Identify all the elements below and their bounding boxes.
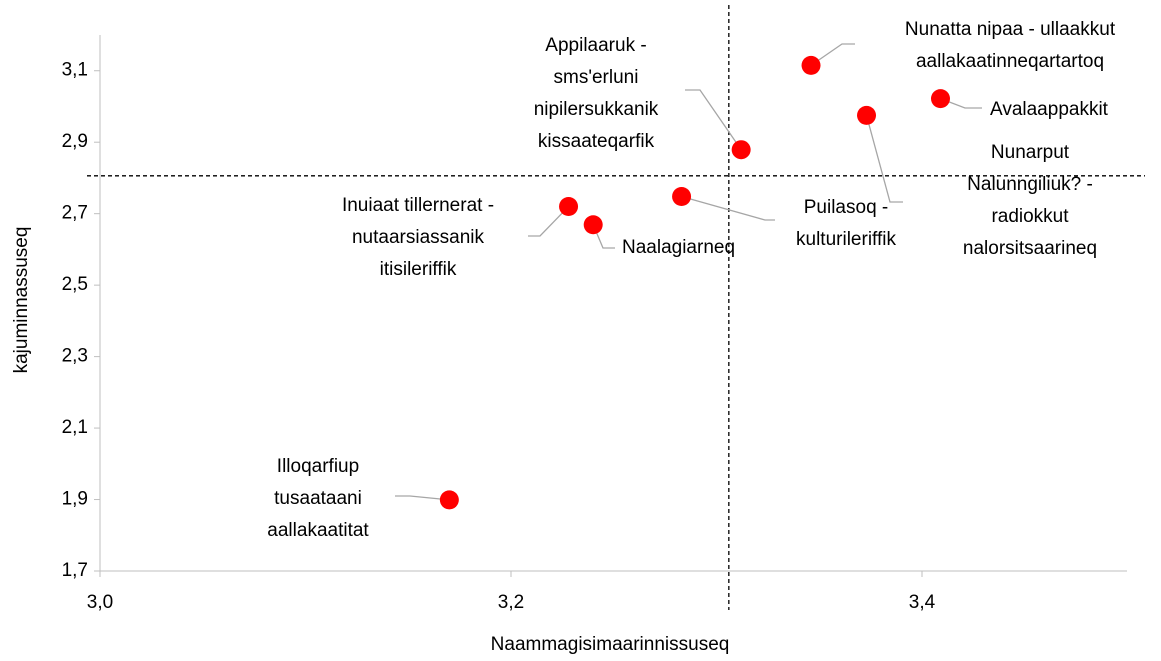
point xyxy=(559,197,579,217)
point xyxy=(857,105,877,125)
point-label: sms'erluni xyxy=(554,67,639,88)
point-label: Puilasoq - xyxy=(804,197,889,218)
point-label: kissaateqarfik xyxy=(538,131,655,152)
point-label: aallakaatitat xyxy=(267,520,369,541)
point-label: radiokkut xyxy=(991,206,1069,227)
point-label: Illoqarfiup xyxy=(277,456,359,477)
y-tick-label: 1,7 xyxy=(62,560,88,581)
point-label: Naalagiarneq xyxy=(622,237,735,258)
point-label: Avalaappakkit xyxy=(990,99,1109,120)
point xyxy=(583,215,603,235)
point-label: Inuiaat tillernerat - xyxy=(342,195,494,216)
y-tick-label: 2,1 xyxy=(62,417,88,438)
leader-line xyxy=(528,206,570,237)
point-label: Nalunngiliuk? - xyxy=(967,174,1093,195)
y-tick-label: 1,9 xyxy=(62,489,88,510)
leader-line xyxy=(681,195,775,221)
point-label: Appilaaruk - xyxy=(545,35,646,56)
y-tick-label: 3,1 xyxy=(62,60,88,81)
point-label: nalorsitsaarineq xyxy=(963,238,1097,259)
point-label: aallakaatinneqartartoq xyxy=(916,51,1104,72)
point xyxy=(439,490,459,510)
y-tick-label: 2,5 xyxy=(62,274,88,295)
leader-line xyxy=(395,495,450,501)
point-label: kulturileriffik xyxy=(796,229,896,250)
y-axis-title: kajuminnassuseq xyxy=(11,227,32,374)
point-label: Nunatta nipaa - ullaakkut xyxy=(905,19,1116,40)
y-tick-label: 2,7 xyxy=(62,203,88,224)
point-label: itisileriffik xyxy=(380,259,457,280)
point xyxy=(731,140,751,160)
point-label: nutaarsiassanik xyxy=(352,227,485,248)
point-label: Nunarput xyxy=(991,142,1070,163)
leader-line xyxy=(685,89,742,151)
point xyxy=(801,55,821,75)
point xyxy=(930,89,950,109)
y-tick-label: 2,9 xyxy=(62,131,88,152)
x-tick-label: 3,0 xyxy=(87,592,113,613)
point-label: nipilersukkanik xyxy=(534,99,659,120)
x-tick-label: 3,2 xyxy=(498,592,524,613)
point-label: tusaataani xyxy=(274,488,362,509)
x-tick-label: 3,4 xyxy=(909,592,936,613)
x-axis-title: Naammagisimaarinnissuseq xyxy=(491,634,730,655)
point xyxy=(672,187,692,207)
leader-line xyxy=(810,43,855,66)
leader-line xyxy=(865,115,903,203)
y-tick-label: 2,3 xyxy=(62,346,88,367)
